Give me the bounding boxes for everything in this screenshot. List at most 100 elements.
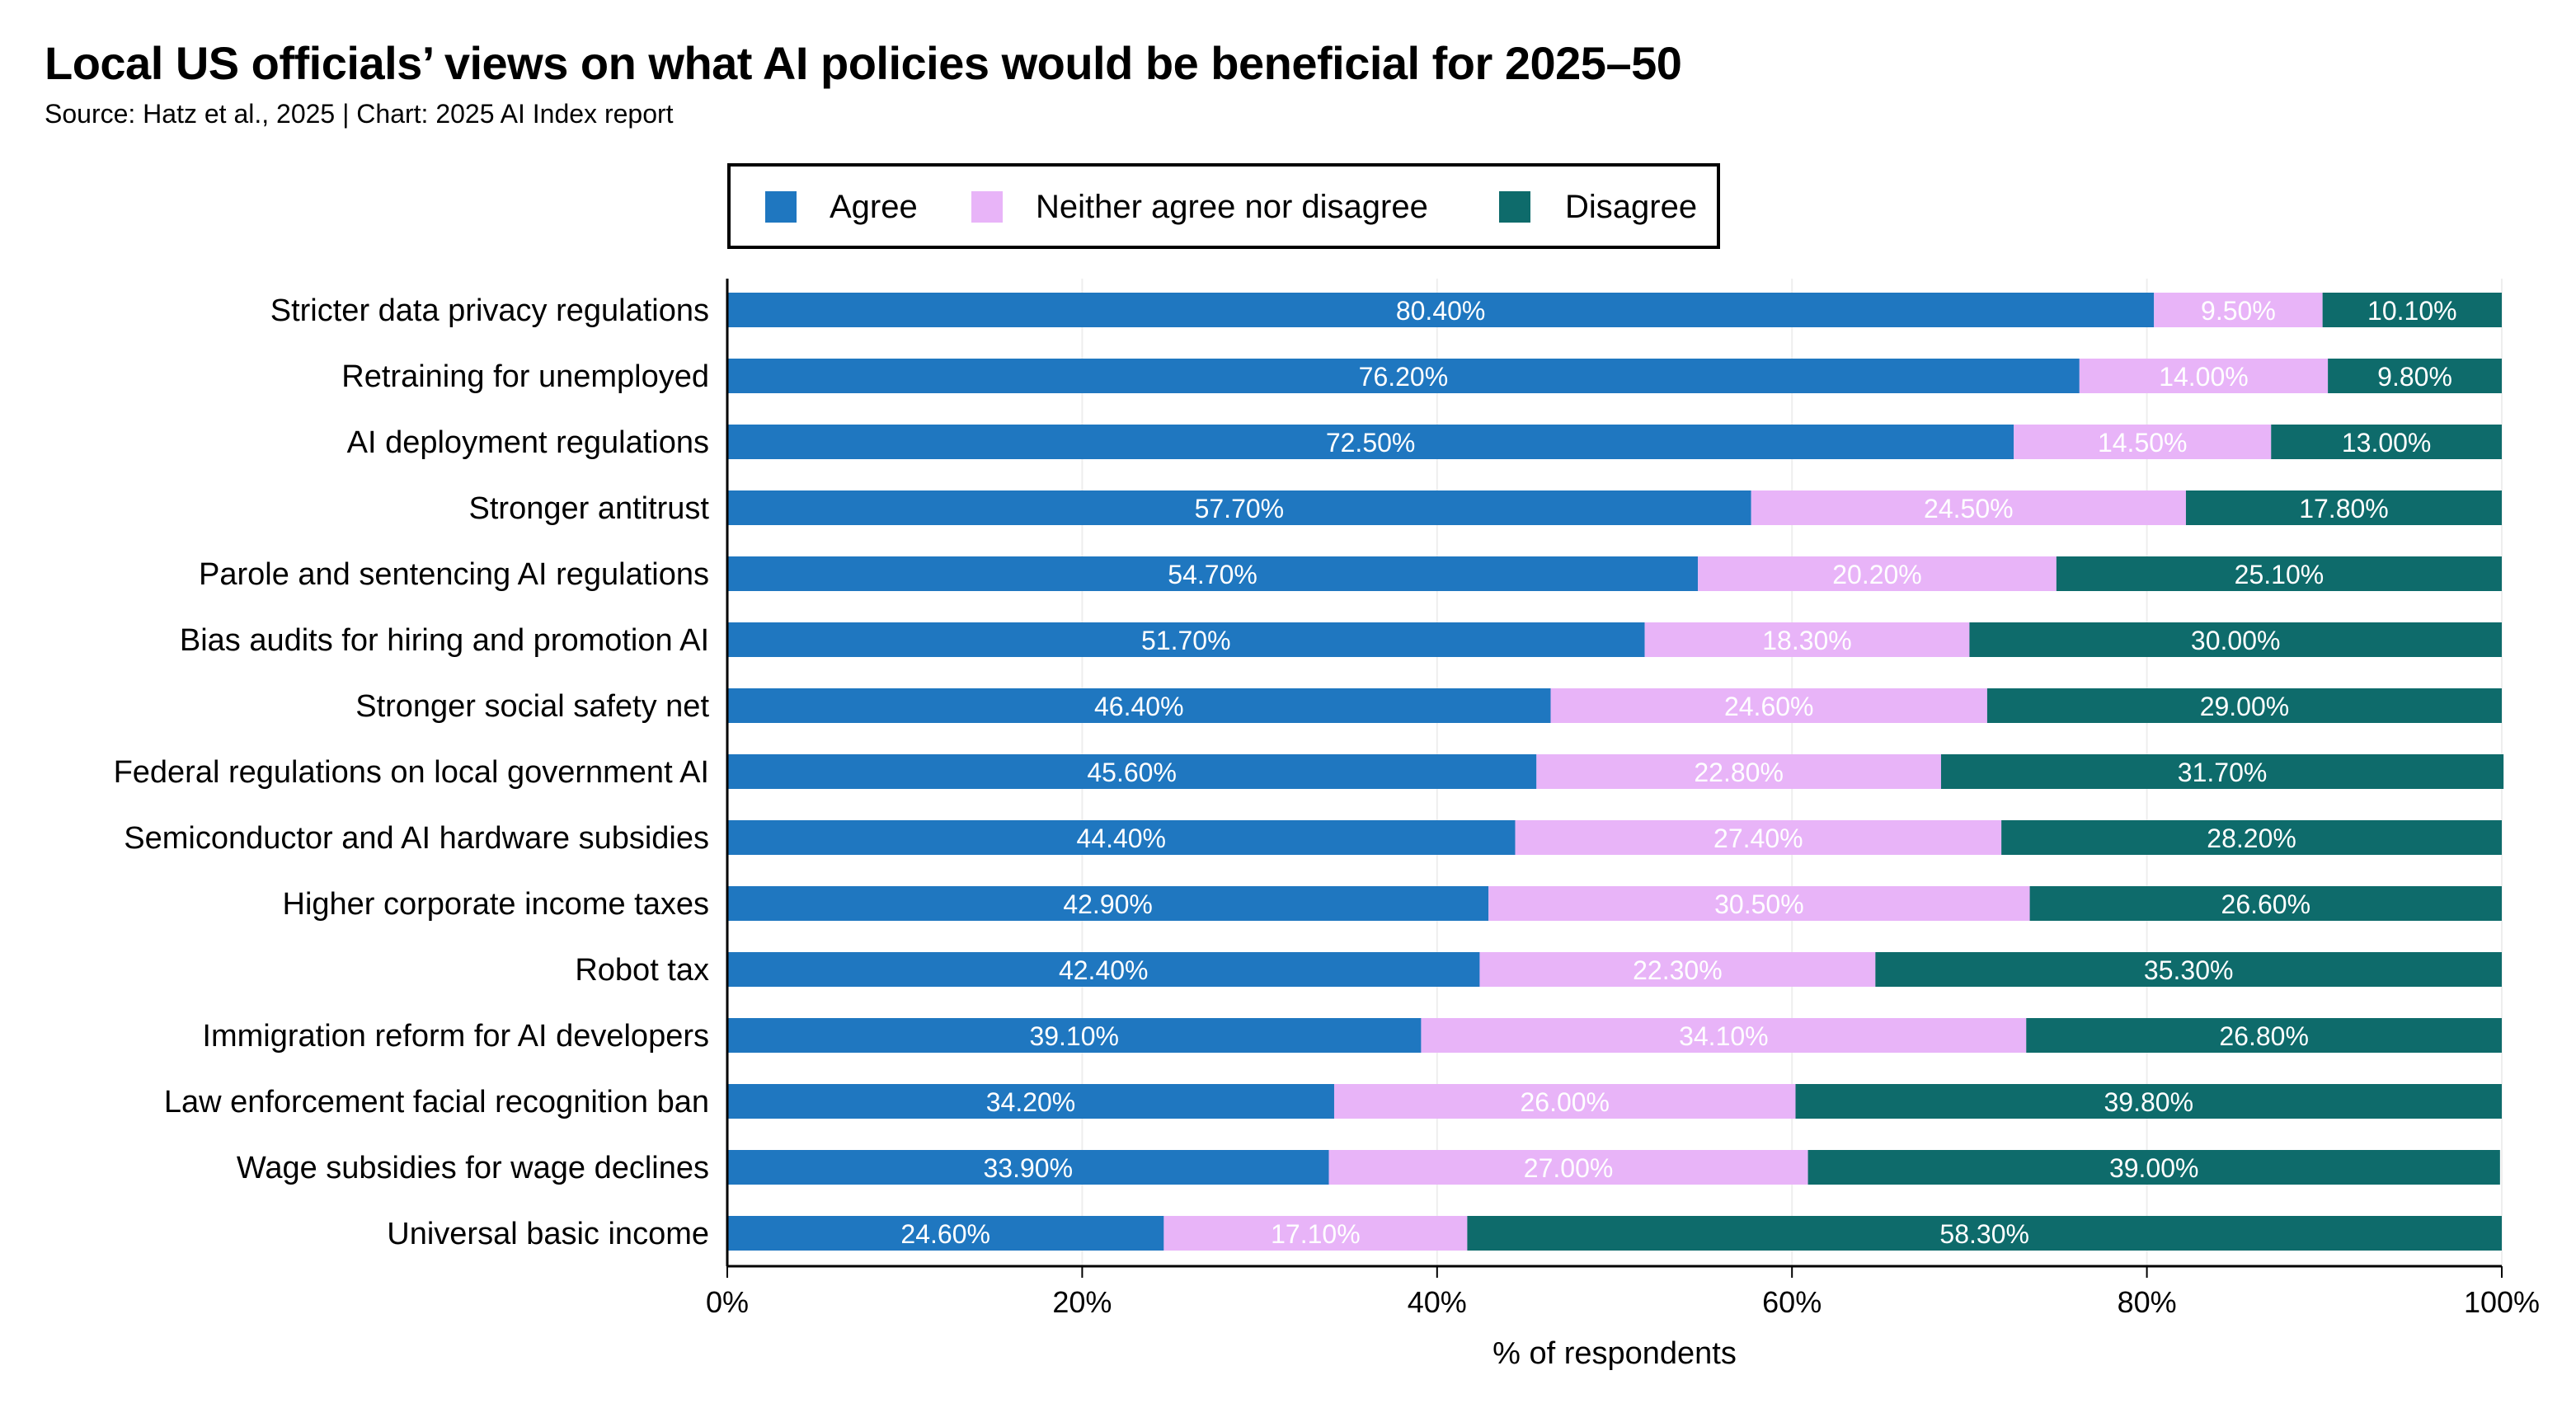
bar-segment-disagree — [2322, 293, 2502, 327]
data-label-neither-agree-nor-disagree: 24.60% — [1724, 692, 1814, 721]
bar-segment-agree — [727, 886, 1489, 921]
data-label-agree: 39.10% — [1029, 1021, 1119, 1051]
bar-segment-disagree — [1969, 622, 2502, 657]
category-label: AI deployment regulations — [347, 425, 709, 460]
bar-segment-disagree — [2029, 886, 2502, 921]
data-label-neither-agree-nor-disagree: 27.00% — [1524, 1153, 1614, 1183]
bar-segment-disagree — [1467, 1216, 2502, 1251]
bar-segment-agree — [727, 556, 1699, 591]
data-label-agree: 34.20% — [986, 1087, 1076, 1117]
data-label-agree: 51.70% — [1141, 626, 1231, 655]
bar-row-wage-subsidies-for-wage-declines: Wage subsidies for wage declines 33.90% 27… — [237, 1150, 2500, 1185]
data-label-disagree: 35.30% — [2144, 955, 2234, 985]
bar-row-stronger-antitrust: Stronger antitrust 57.70% 24.50% 17.80% — [469, 490, 2502, 526]
x-tick-label: 60% — [1762, 1285, 1822, 1319]
bar-row-ai-deployment-regulations: AI deployment regulations 72.50% 14.50% 13.… — [347, 425, 2502, 460]
category-label: Universal basic income — [387, 1217, 709, 1251]
legend-box — [727, 163, 1720, 249]
bar-row-stricter-data-privacy-regulations: Stricter data privacy regulations 80.40% 9… — [270, 293, 2502, 328]
data-label-agree: 46.40% — [1094, 692, 1184, 721]
data-label-agree: 24.60% — [900, 1219, 990, 1249]
category-label: Immigration reform for AI developers — [202, 1019, 709, 1054]
legend-swatch — [1499, 191, 1530, 223]
chart-subtitle: Source: Hatz et al., 2025 | Chart: 2025 … — [45, 99, 674, 129]
bar-row-parole-and-sentencing-ai-regulations: Parole and sentencing AI regulations 54.7… — [199, 556, 2502, 592]
data-label-disagree: 39.00% — [2109, 1153, 2199, 1183]
bar-row-robot-tax: Robot tax 42.40% 22.30% 35.30% — [575, 952, 2502, 988]
data-label-disagree: 58.30% — [1939, 1219, 2029, 1249]
axes: 0% 20% 40% 60% 80% 100% % of respondents — [706, 279, 2540, 1371]
bar-row-federal-regulations-on-local-government-ai: Federal regulations on local government … — [114, 754, 2504, 790]
bar-segment-agree — [727, 359, 2080, 393]
category-label: Stricter data privacy regulations — [270, 293, 709, 328]
bar-row-universal-basic-income: Universal basic income 24.60% 17.10% 58.30% — [387, 1216, 2502, 1251]
data-label-disagree: 28.20% — [2207, 824, 2296, 853]
bar-segment-neither-agree-nor-disagree — [1515, 820, 2002, 855]
bar-segment-agree — [727, 293, 2155, 327]
legend-item-disagree: Disagree — [1499, 189, 1697, 225]
data-label-neither-agree-nor-disagree: 20.20% — [1832, 560, 1922, 589]
data-label-neither-agree-nor-disagree: 30.50% — [1714, 889, 1804, 919]
data-label-neither-agree-nor-disagree: 22.80% — [1694, 758, 1784, 787]
data-label-disagree: 17.80% — [2299, 494, 2389, 523]
data-label-disagree: 26.60% — [2221, 889, 2311, 919]
category-label: Robot tax — [575, 953, 709, 988]
data-label-disagree: 9.80% — [2377, 362, 2452, 392]
data-label-disagree: 10.10% — [2367, 296, 2457, 326]
data-label-neither-agree-nor-disagree: 26.00% — [1520, 1087, 1610, 1117]
legend-swatch — [765, 191, 797, 223]
data-label-neither-agree-nor-disagree: 34.10% — [1679, 1021, 1769, 1051]
data-label-neither-agree-nor-disagree: 18.30% — [1762, 626, 1852, 655]
bar-row-bias-audits-for-hiring-and-promotion-ai: Bias audits for hiring and promotion AI 5… — [180, 622, 2502, 658]
legend-item-agree: Agree — [765, 189, 918, 225]
data-label-agree: 80.40% — [1396, 296, 1486, 326]
bar-segment-neither-agree-nor-disagree — [1333, 1084, 1796, 1119]
bar-segment-disagree — [1875, 952, 2502, 987]
bar-segment-neither-agree-nor-disagree — [1479, 952, 1876, 987]
data-label-agree: 76.20% — [1359, 362, 1449, 392]
data-label-disagree: 26.80% — [2219, 1021, 2309, 1051]
bar-segment-agree — [727, 1084, 1334, 1119]
category-label: Stronger antitrust — [469, 491, 710, 526]
bar-segment-neither-agree-nor-disagree — [1421, 1018, 2027, 1053]
bar-segment-neither-agree-nor-disagree — [1644, 622, 1970, 657]
bar-row-retraining-for-unemployed: Retraining for unemployed 76.20% 14.00% 9.8… — [341, 359, 2502, 394]
x-tick-label: 0% — [706, 1285, 749, 1319]
data-label-neither-agree-nor-disagree: 17.10% — [1271, 1219, 1361, 1249]
category-label: Stronger social safety net — [355, 689, 709, 724]
bar-segment-neither-agree-nor-disagree — [1550, 688, 1987, 723]
x-tick-label: 20% — [1052, 1285, 1112, 1319]
data-label-neither-agree-nor-disagree: 24.50% — [1924, 494, 2014, 523]
data-label-neither-agree-nor-disagree: 27.40% — [1713, 824, 1803, 853]
bar-segment-agree — [727, 754, 1537, 789]
bar-segment-disagree — [2271, 425, 2502, 459]
data-label-neither-agree-nor-disagree: 14.50% — [2098, 428, 2188, 458]
bar-segment-agree — [727, 952, 1480, 987]
data-label-neither-agree-nor-disagree: 9.50% — [2201, 296, 2276, 326]
bar-segment-disagree — [2328, 359, 2502, 393]
data-label-disagree: 29.00% — [2200, 692, 2290, 721]
bar-segment-disagree — [2026, 1018, 2502, 1053]
data-label-disagree: 30.00% — [2191, 626, 2281, 655]
data-label-agree: 42.40% — [1059, 955, 1149, 985]
chart-title: Local US officials’ views on what AI pol… — [45, 37, 1682, 89]
legend-label: Neither agree nor disagree — [1036, 189, 1428, 225]
bar-segment-agree — [727, 622, 1645, 657]
data-label-disagree: 31.70% — [2178, 758, 2268, 787]
x-tick-label: 80% — [2118, 1285, 2177, 1319]
bar-segment-neither-agree-nor-disagree — [2014, 425, 2272, 459]
bar-segment-neither-agree-nor-disagree — [2154, 293, 2323, 327]
bar-segment-disagree — [1986, 688, 2502, 723]
category-label: Parole and sentencing AI regulations — [199, 557, 709, 592]
data-label-disagree: 39.80% — [2104, 1087, 2193, 1117]
legend-swatch — [971, 191, 1003, 223]
bar-segment-disagree — [2001, 820, 2502, 855]
data-label-neither-agree-nor-disagree: 14.00% — [2159, 362, 2249, 392]
legend-label: Disagree — [1565, 189, 1697, 225]
bar-row-semiconductor-and-ai-hardware-subsidies: Semiconductor and AI hardware subsidies 4… — [124, 820, 2502, 856]
bar-segment-disagree — [1795, 1084, 2502, 1119]
bar-segment-disagree — [1940, 754, 2504, 789]
data-label-agree: 33.90% — [983, 1153, 1073, 1183]
bar-segment-neither-agree-nor-disagree — [2079, 359, 2329, 393]
bar-segment-agree — [727, 820, 1516, 855]
